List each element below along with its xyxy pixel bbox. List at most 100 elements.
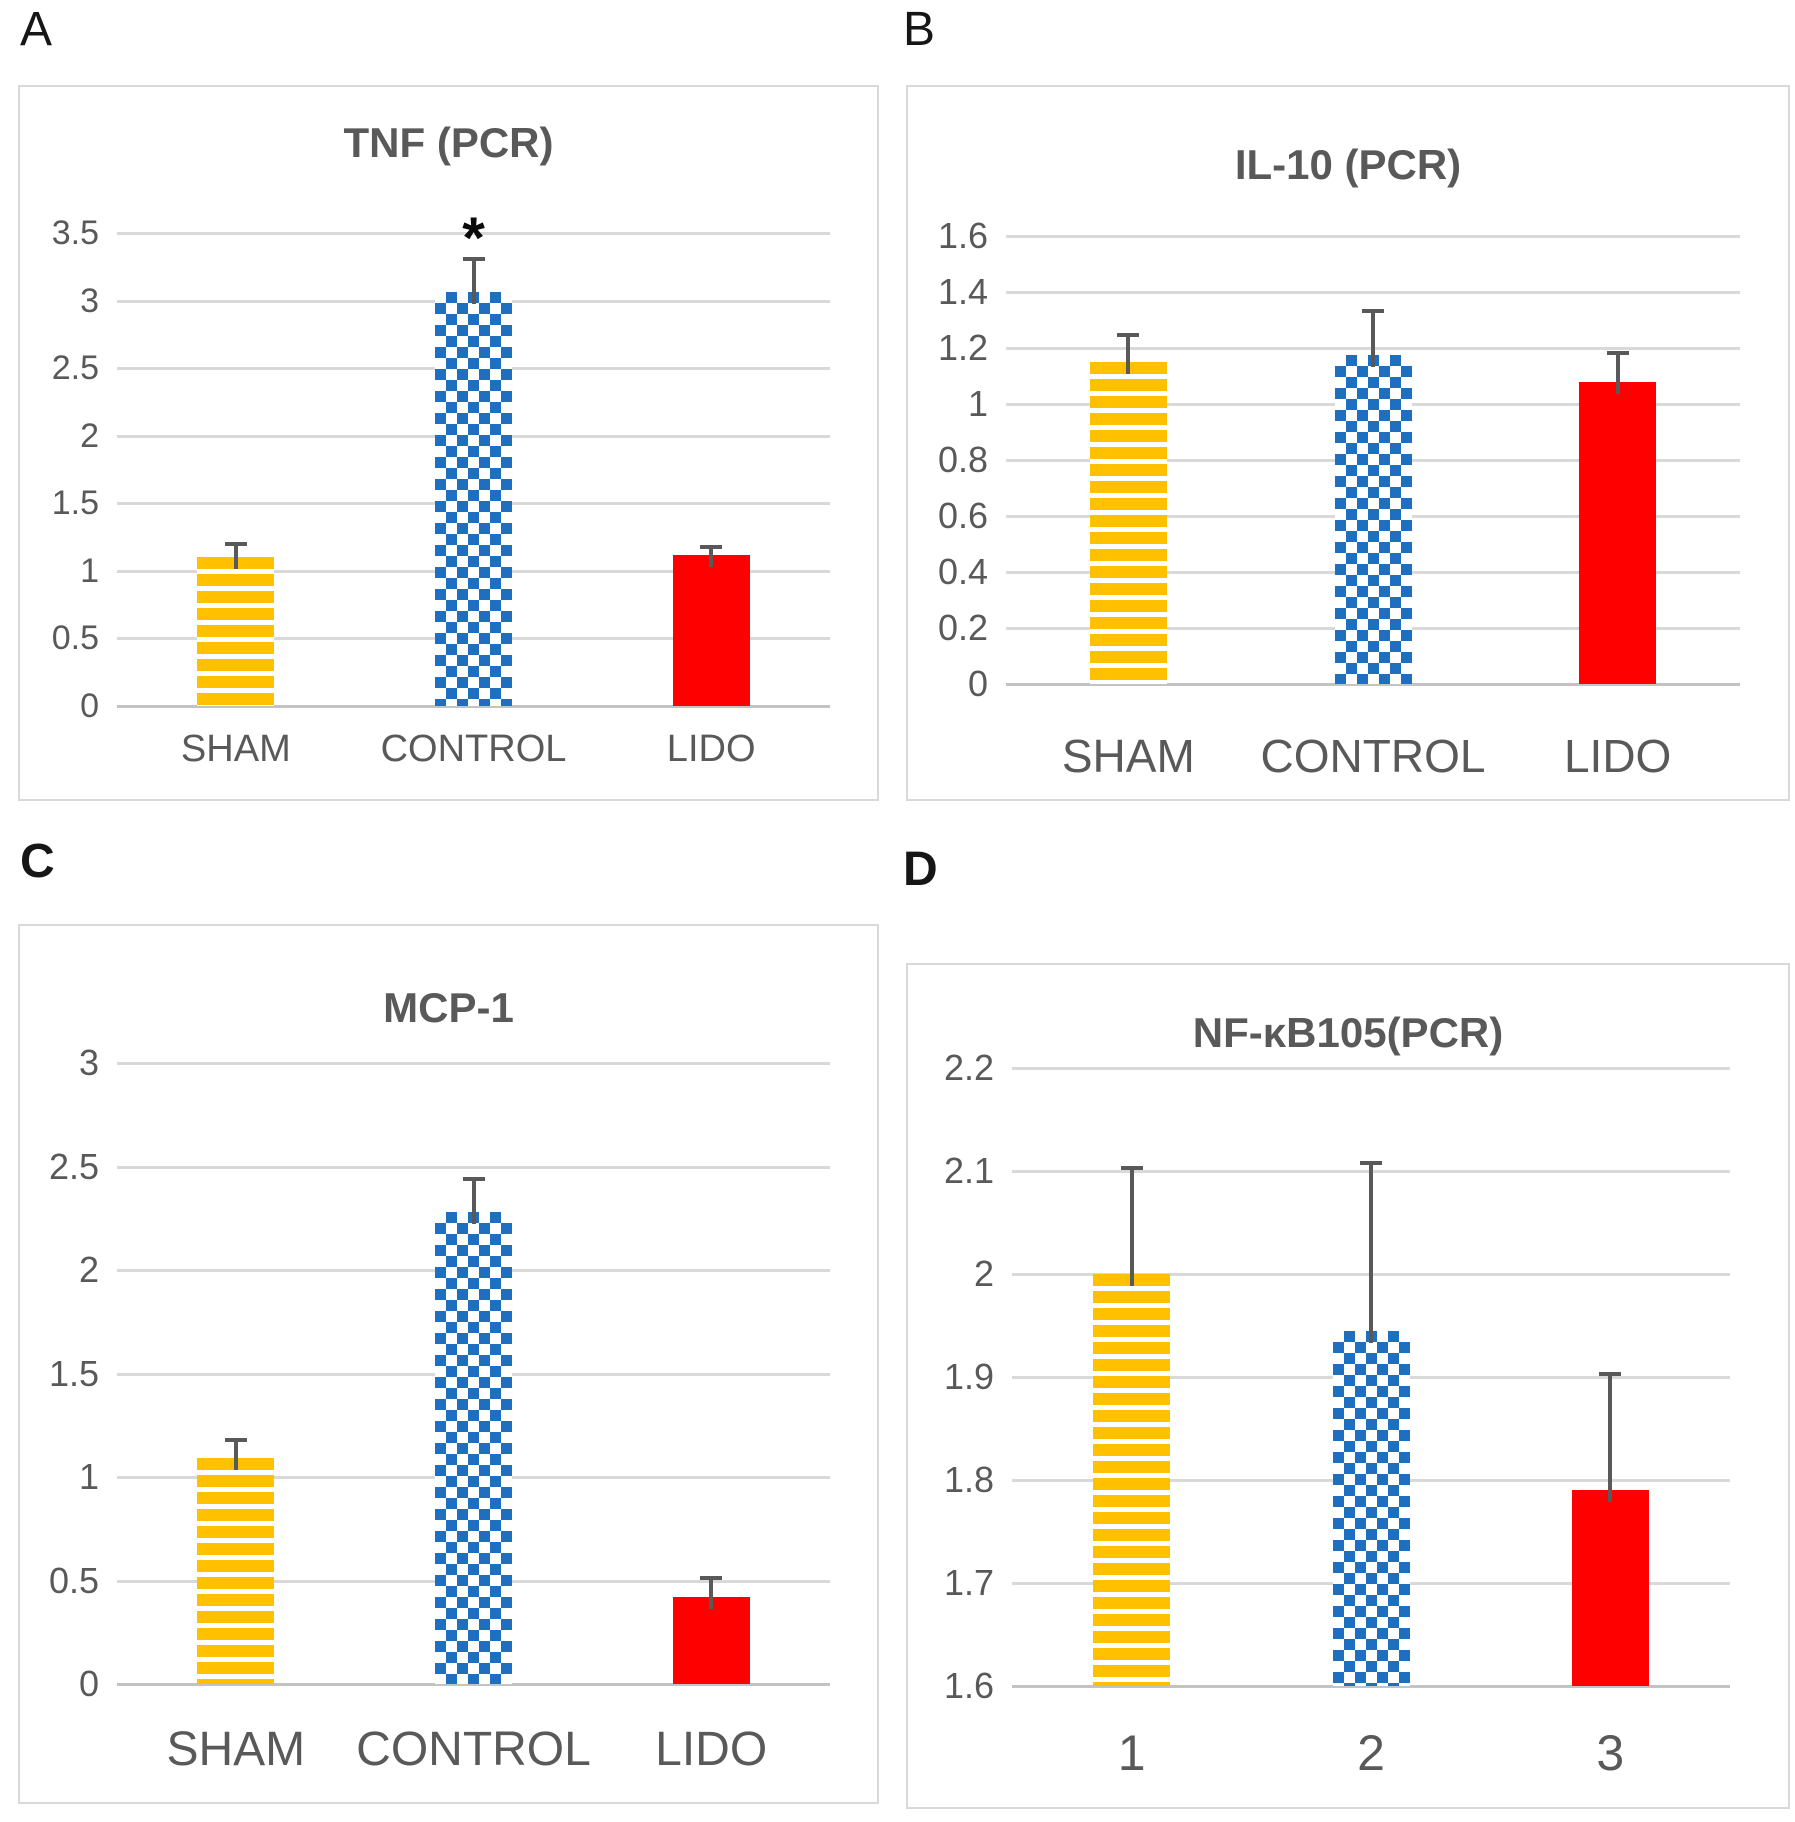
- nfkb105-pcr-chart: NF-κB105(PCR) 2.2 2.1 2 1.9 1.8 1.7 1.6 1 2 3: [906, 963, 1790, 1809]
- x-category-label: SHAM: [1061, 730, 1195, 782]
- error-bar: [1129, 1165, 1134, 1286]
- gridline: [1012, 1685, 1730, 1688]
- y-tick-label: 0.2: [937, 607, 988, 648]
- il10-pcr-chart: IL-10 (PCR) 1.6 1.4 1.2 1 0.8 0.6 0.4 0.2 0 SHAM C…: [906, 85, 1790, 801]
- gridline: [117, 705, 830, 708]
- x-category-label: CONTROL: [380, 728, 567, 770]
- y-tick-label: 1.9: [943, 1356, 994, 1397]
- bar-sham: [197, 1458, 275, 1684]
- error-bar: [471, 257, 476, 305]
- error-bar-cap: [462, 257, 485, 262]
- gridline: [1006, 291, 1740, 294]
- error-bar: [233, 542, 238, 570]
- error-bar: [1371, 308, 1375, 367]
- error-bar-cap: [224, 542, 247, 547]
- y-tick-label: 0.6: [937, 495, 988, 536]
- error-bar-cap: [1120, 1165, 1143, 1170]
- x-category-label: SHAM: [180, 728, 291, 770]
- error-bar: [233, 1437, 238, 1471]
- panel-letter-d: D: [903, 843, 938, 896]
- y-tick-label: 1.5: [48, 1352, 99, 1394]
- error-bar-cap: [1117, 332, 1140, 337]
- gridline: [1006, 235, 1740, 238]
- error-bar: [471, 1176, 476, 1225]
- error-bar-cap: [700, 545, 723, 550]
- x-category-label: LIDO: [655, 1723, 768, 1776]
- bar-lido: [1579, 381, 1657, 684]
- gridline: [1012, 1067, 1730, 1070]
- y-tick-label: 0.5: [51, 619, 99, 658]
- y-tick-label: 2.2: [943, 1047, 994, 1088]
- mcp1-chart: MCP-1 3 2.5 2 1.5 1 0.5 0 SHAM CONTROL LIDO: [18, 924, 879, 1804]
- error-bar: [1369, 1160, 1373, 1343]
- bar-lido: [672, 554, 750, 706]
- error-bar: [709, 1576, 714, 1610]
- gridline: [117, 232, 830, 235]
- chart-title: TNF (PCR): [343, 119, 554, 166]
- y-tick-label: 1.7: [943, 1562, 994, 1603]
- y-tick-label: 0: [967, 663, 988, 704]
- y-tick-label: 1: [78, 1456, 99, 1497]
- error-bar-cap: [1362, 308, 1384, 313]
- error-bar-cap: [1606, 350, 1629, 355]
- significance-asterisk: *: [462, 205, 485, 271]
- y-tick-label: 1: [80, 551, 99, 590]
- y-tick-label: 0.8: [937, 439, 988, 480]
- bar-sham: [197, 557, 275, 706]
- y-tick-label: 1.8: [943, 1459, 994, 1500]
- error-bar-cap: [1599, 1371, 1622, 1376]
- y-tick-label: 0: [78, 1663, 99, 1704]
- y-tick-label: 1.5: [51, 484, 99, 523]
- error-bar-cap: [462, 1176, 485, 1181]
- y-tick-label: 2.1: [943, 1150, 994, 1191]
- gridline: [117, 1062, 830, 1065]
- y-tick-label: 2.5: [51, 349, 99, 388]
- bar-3: [1571, 1490, 1649, 1686]
- x-category-label: CONTROL: [1260, 730, 1486, 782]
- y-tick-label: 3: [78, 1042, 99, 1083]
- x-category-label: 1: [1117, 1725, 1146, 1781]
- y-tick-label: 0: [80, 687, 99, 725]
- x-category-label: LIDO: [1563, 730, 1672, 782]
- panel-letter-c: C: [20, 835, 55, 888]
- error-bar: [1608, 1371, 1613, 1503]
- y-tick-label: 1.4: [937, 271, 988, 312]
- gridline: [117, 1683, 830, 1686]
- y-tick-label: 1.6: [943, 1665, 994, 1706]
- error-bar: [709, 545, 714, 567]
- gridline: [1006, 683, 1740, 686]
- x-category-label: 2: [1357, 1725, 1385, 1781]
- x-category-label: LIDO: [666, 728, 756, 770]
- y-tick-label: 0.4: [937, 551, 988, 592]
- bar-lido: [672, 1597, 750, 1684]
- y-tick-label: 2: [78, 1249, 99, 1290]
- bar-control: [435, 292, 512, 706]
- y-tick-label: 1.6: [937, 215, 988, 256]
- chart-title: MCP-1: [383, 984, 514, 1031]
- y-tick-label: 1: [967, 383, 988, 424]
- y-tick-label: 1.2: [937, 327, 988, 368]
- y-tick-label: 0.5: [48, 1559, 99, 1601]
- bar-control: [1334, 355, 1412, 684]
- y-tick-label: 3.5: [51, 214, 99, 252]
- panel-letter-a: A: [20, 3, 53, 56]
- error-bar-cap: [224, 1437, 247, 1442]
- bar-sham: [1089, 362, 1167, 684]
- bar-1: [1093, 1274, 1171, 1686]
- x-category-label: SHAM: [166, 1723, 306, 1776]
- error-bar: [1126, 332, 1131, 374]
- gridline: [117, 1165, 830, 1169]
- y-tick-label: 2.5: [48, 1145, 99, 1187]
- error-bar: [1615, 350, 1620, 394]
- chart-title: IL-10 (PCR): [1234, 141, 1462, 188]
- y-tick-label: 2: [80, 416, 99, 455]
- chart-title: NF-κB105(PCR): [1192, 1009, 1504, 1056]
- error-bar-cap: [700, 1576, 723, 1581]
- x-category-label: 3: [1596, 1725, 1625, 1781]
- bar-2: [1332, 1330, 1410, 1686]
- bar-control: [435, 1212, 512, 1684]
- y-tick-label: 2: [973, 1253, 994, 1294]
- error-bar-cap: [1360, 1160, 1382, 1165]
- y-tick-label: 3: [80, 281, 99, 320]
